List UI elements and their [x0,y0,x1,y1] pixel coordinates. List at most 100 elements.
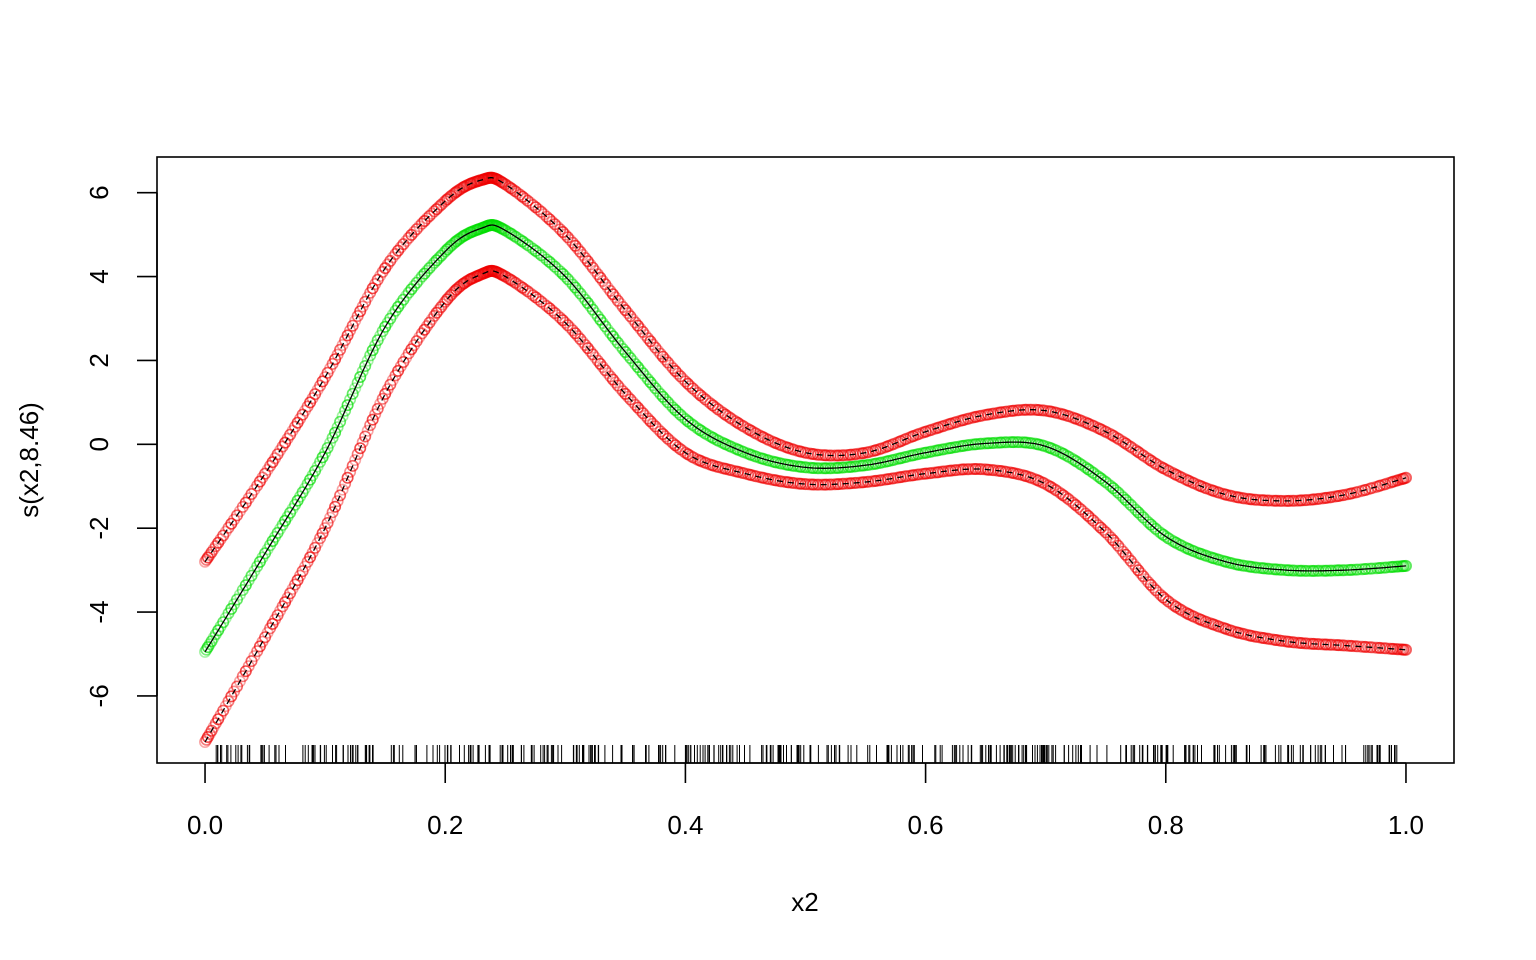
lower-band-point [346,459,359,472]
upper-band-point [341,329,354,342]
lower-band-point [711,460,724,473]
estimate-point [579,293,592,306]
lower-band-point [225,690,238,703]
upper-band-point [912,428,925,441]
upper-band-point [629,316,642,329]
lower-band-point [584,345,597,358]
lower-band-point [596,360,609,373]
upper-band-point [389,248,402,261]
estimate-point [329,426,342,439]
y-tick-label: 2 [84,353,114,367]
upper-band-point [1199,482,1212,495]
estimate-point [1092,470,1105,483]
lower-band-point [1084,512,1097,525]
lower-band-point [321,516,334,529]
upper-band-point [441,193,454,206]
rug-ticks [215,745,1398,763]
estimate-point [366,344,379,357]
upper-band-point [571,242,584,255]
x-tick-label: 0.4 [667,810,703,840]
lower-band-point [446,286,459,299]
upper-band-point [554,223,567,236]
estimate-point [1037,439,1050,452]
estimate-point [912,448,925,461]
lower-band-point [339,477,352,490]
upper-band-point [334,343,347,356]
lower-band-point [1350,640,1363,653]
estimate-point [304,473,317,486]
lower-band-point [554,311,567,324]
upper-band-point [596,274,609,287]
lower-band-point [329,500,342,513]
estimate-point [1117,491,1130,504]
lower-band-point [279,596,292,609]
lower-band-point [1067,496,1080,509]
upper-band-point [1062,409,1075,422]
lower-band-point [1097,523,1110,536]
upper-band-point [225,517,238,530]
upper-band-point [974,409,987,422]
estimate-point [309,464,322,477]
estimate-point [609,333,622,346]
x-tick-label: 1.0 [1388,810,1424,840]
estimate-point [408,279,421,292]
estimate-point [1237,559,1250,572]
estimate-point [774,457,787,470]
lower-band-point [532,293,545,306]
x-axis: 0.0 0.2 0.4 0.6 0.8 1.0 [187,762,1424,840]
lower-band-point [641,412,654,425]
lower-band-point [361,424,374,437]
lower-band-point [571,330,584,343]
lower-band-point [566,324,579,337]
lower-band-point [749,470,762,483]
estimate-point [1122,496,1135,509]
lower-band-point [949,464,962,477]
lower-band-point [1274,634,1287,647]
upper-band-point [546,215,559,228]
lower-band-point [266,617,279,630]
lower-band-point [239,665,252,678]
upper-band-point [811,448,824,461]
lower-band-point [761,472,774,485]
upper-band-point [666,362,679,375]
estimate-point [540,253,553,266]
estimate-point [646,379,659,392]
upper-band-point [937,420,950,433]
upper-band-point [231,509,244,522]
y-axis-title: s(x2,8.46) [14,402,44,518]
estimate-point [415,270,428,283]
estimate-point [356,365,369,378]
upper-band-point [836,449,849,462]
lower-band-point [1092,519,1105,532]
lower-band-point [546,304,559,317]
lower-band-point [874,474,887,487]
upper-band-point [799,446,812,459]
upper-band-point [566,236,579,249]
upper-band-point [1049,406,1062,419]
upper-band-point [519,192,532,205]
lower-band-point [341,471,354,484]
x-tick-label: 0.6 [908,810,944,840]
lower-band-point [1249,630,1262,643]
upper-band-point [691,386,704,399]
estimate-point [604,326,617,339]
lower-band-point [849,476,862,489]
lower-band-point [1147,581,1160,594]
lower-band-point [1012,468,1025,481]
estimate-point [874,456,887,469]
estimate-point [679,413,692,426]
estimate-point [671,406,684,419]
lower-band-point [217,704,230,717]
upper-band-point [428,205,441,218]
lower-band-point [1287,636,1300,649]
lower-band-point [405,343,418,356]
upper-band-point [415,217,428,230]
lower-band-point [654,425,667,438]
upper-band-line [204,177,1407,563]
estimate-point [321,441,334,454]
lower-band-point [519,283,532,296]
lower-band-point [324,511,337,524]
upper-band-point [354,305,367,318]
lower-band-point [887,472,900,485]
